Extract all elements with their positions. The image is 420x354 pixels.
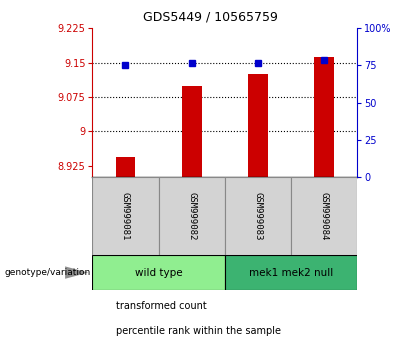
Text: wild type: wild type [135, 268, 182, 278]
Text: genotype/variation: genotype/variation [4, 268, 90, 277]
Bar [116, 157, 135, 177]
Text: GSM999081: GSM999081 [121, 192, 130, 240]
Bar [92, 177, 159, 255]
Text: GSM999083: GSM999083 [253, 192, 262, 240]
Bar [314, 57, 334, 177]
Polygon shape [65, 266, 88, 279]
Text: percentile rank within the sample: percentile rank within the sample [116, 326, 281, 336]
Bar [225, 177, 291, 255]
Bar [248, 74, 268, 177]
Text: GSM999084: GSM999084 [320, 192, 328, 240]
Bar [225, 255, 357, 290]
Text: GDS5449 / 10565759: GDS5449 / 10565759 [142, 11, 278, 24]
Text: mek1 mek2 null: mek1 mek2 null [249, 268, 333, 278]
Bar [182, 86, 202, 177]
Bar [291, 177, 357, 255]
Bar [92, 255, 225, 290]
Bar [159, 177, 225, 255]
Text: transformed count: transformed count [116, 301, 206, 311]
Text: GSM999082: GSM999082 [187, 192, 196, 240]
